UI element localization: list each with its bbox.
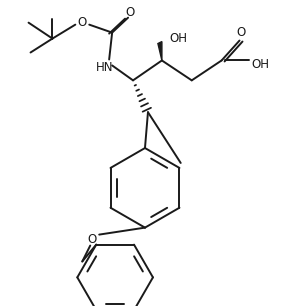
Polygon shape — [158, 41, 162, 60]
Text: OH: OH — [251, 58, 269, 71]
Text: HN: HN — [96, 61, 113, 74]
Text: OH: OH — [170, 32, 188, 45]
Text: O: O — [78, 16, 87, 29]
Text: O: O — [88, 233, 97, 246]
Text: O: O — [125, 6, 135, 19]
Text: O: O — [237, 26, 246, 39]
